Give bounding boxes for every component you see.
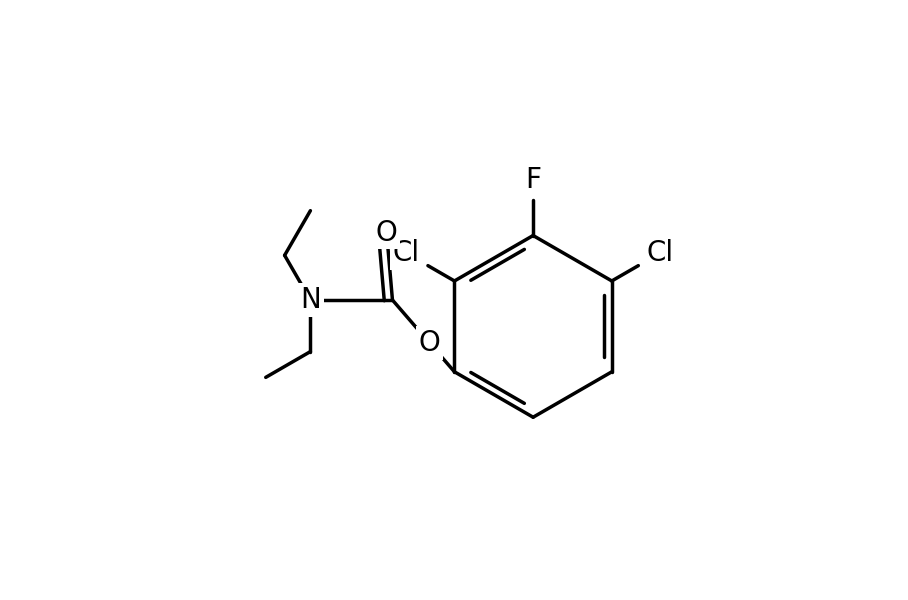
Text: O: O [419,329,440,357]
Text: N: N [300,286,321,314]
Text: Cl: Cl [392,239,419,267]
Text: O: O [376,218,398,247]
Text: Cl: Cl [646,239,674,267]
Text: F: F [525,166,541,194]
